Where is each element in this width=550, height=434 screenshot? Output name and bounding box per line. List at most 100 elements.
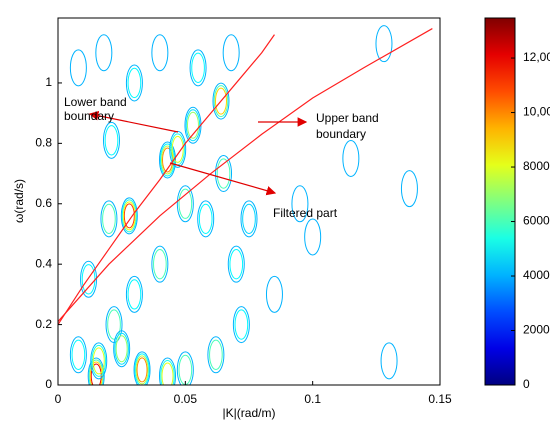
annotation: Lower band bbox=[64, 95, 127, 109]
x-tick-label: 0 bbox=[55, 392, 62, 406]
contour-spot bbox=[185, 109, 201, 142]
contour-spot bbox=[113, 330, 131, 368]
plot-frame bbox=[57, 17, 441, 386]
y-tick-label: 0 bbox=[45, 377, 52, 391]
contour-spot bbox=[100, 200, 118, 238]
contour-spot bbox=[380, 342, 398, 380]
y-tick-label: 0.8 bbox=[35, 136, 52, 150]
contour-spot bbox=[161, 362, 174, 385]
contour-spot bbox=[135, 355, 149, 385]
x-tick-label: 0.05 bbox=[174, 392, 198, 406]
colorbar-tick-label: 6000 bbox=[523, 214, 550, 228]
contour-spot bbox=[213, 85, 229, 118]
contour-spot bbox=[133, 351, 151, 385]
contour-spot bbox=[212, 82, 230, 120]
contour-spot bbox=[87, 357, 105, 385]
y-tick-label: 0.4 bbox=[35, 256, 52, 270]
contour-spot bbox=[176, 185, 194, 223]
contour-spot bbox=[304, 218, 322, 256]
contour-spot bbox=[176, 351, 194, 385]
contour-spot bbox=[207, 336, 225, 374]
colorbar bbox=[484, 17, 516, 386]
annotation: Filtered part bbox=[273, 206, 338, 220]
contour-spot bbox=[71, 339, 86, 370]
contour-spot bbox=[215, 155, 233, 193]
contour-spot bbox=[125, 64, 143, 102]
colorbar-tick-label: 8000 bbox=[523, 159, 550, 173]
contour-spot bbox=[209, 339, 223, 370]
contour-spot bbox=[151, 245, 169, 283]
contour-spot bbox=[342, 139, 360, 177]
contour-spot bbox=[151, 34, 169, 72]
contour-spot bbox=[114, 332, 129, 365]
y-tick-label: 0.6 bbox=[35, 196, 52, 210]
contour-spot bbox=[232, 306, 250, 344]
y-tick-label: 0.2 bbox=[35, 317, 52, 331]
contour-spot bbox=[171, 135, 184, 163]
contour-spot bbox=[197, 200, 215, 238]
contour-spot bbox=[90, 342, 108, 380]
colorbar-tick-label: 12,000 bbox=[523, 50, 550, 64]
contour-spot bbox=[222, 34, 240, 72]
boundary-line bbox=[58, 34, 275, 325]
contour-spot bbox=[227, 245, 245, 283]
contour-spot bbox=[214, 87, 227, 115]
contour-spot bbox=[186, 111, 199, 139]
contour-spot bbox=[115, 335, 128, 363]
contour-spot bbox=[178, 188, 193, 219]
contour-spot bbox=[153, 249, 167, 280]
contour-spot bbox=[104, 125, 119, 156]
annotation: boundary bbox=[64, 109, 114, 123]
contour-spot bbox=[80, 260, 98, 298]
contour-spot bbox=[92, 347, 105, 375]
annotation: boundary bbox=[316, 127, 366, 141]
annotation: Upper band bbox=[316, 111, 379, 125]
contour-spot bbox=[102, 203, 116, 235]
contour-spot bbox=[234, 309, 249, 340]
contour-spot bbox=[102, 121, 120, 159]
y-tick-label: 1 bbox=[45, 75, 52, 89]
contour-spot bbox=[191, 52, 205, 84]
x-tick-label: 0.15 bbox=[428, 392, 452, 406]
contour-spot bbox=[159, 357, 177, 385]
contour-spot bbox=[107, 309, 121, 340]
x-tick-label: 0.1 bbox=[304, 392, 321, 406]
contour-spot bbox=[69, 336, 87, 374]
y-axis-label: ω(rad/s) bbox=[12, 179, 26, 223]
contour-spot bbox=[400, 170, 418, 208]
contours bbox=[69, 25, 418, 385]
contour-spot bbox=[95, 34, 113, 72]
contour-spot bbox=[125, 275, 143, 313]
colorbar-tick-label: 10,000 bbox=[523, 105, 550, 119]
contour-spot bbox=[127, 279, 142, 310]
contour-spot bbox=[265, 275, 283, 313]
contour-spot bbox=[159, 141, 177, 179]
contour-spot bbox=[240, 200, 258, 238]
contour-spot bbox=[127, 67, 142, 99]
contour-spot bbox=[291, 185, 309, 223]
contour-spot bbox=[136, 357, 148, 383]
contour-spot bbox=[91, 344, 106, 377]
contour-spot bbox=[189, 49, 207, 87]
arrow bbox=[169, 162, 277, 196]
contour-spot bbox=[123, 203, 135, 229]
colorbar-tick-label: 4000 bbox=[523, 268, 550, 282]
boundary-line bbox=[58, 28, 433, 322]
contour-spot bbox=[122, 201, 136, 231]
contour-spot bbox=[198, 203, 213, 235]
contour-spot bbox=[216, 158, 231, 189]
contour-spot bbox=[229, 249, 244, 280]
colorbar-tick-label: 2000 bbox=[523, 323, 550, 337]
x-axis-label: |K|(rad/m) bbox=[223, 406, 276, 420]
contour-spot bbox=[69, 49, 87, 87]
contour-spot bbox=[134, 353, 150, 385]
contour-spot bbox=[160, 359, 175, 385]
contour-spot bbox=[242, 203, 256, 235]
contour-spot bbox=[375, 25, 393, 63]
contour-spot bbox=[89, 361, 103, 385]
axes: 0 0.05 0.1 0.15 0 0.2 0.4 0.6 0.8 1 0 2000 4000 6000 8… bbox=[35, 50, 550, 406]
boundaries bbox=[58, 28, 433, 325]
contour-spot bbox=[120, 197, 138, 235]
contour-spot bbox=[121, 199, 137, 233]
